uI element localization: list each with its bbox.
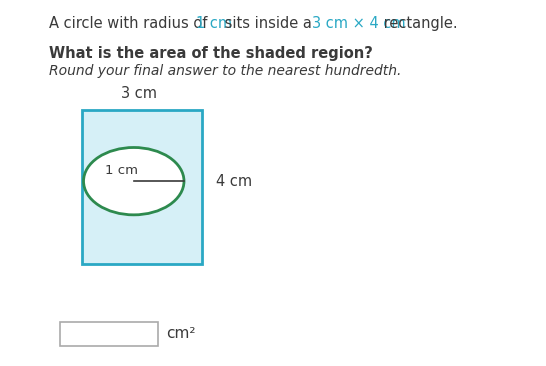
Text: 1 cm: 1 cm: [105, 164, 138, 177]
Text: cm²: cm²: [167, 326, 196, 341]
Text: 3 cm × 4 cm: 3 cm × 4 cm: [312, 16, 406, 31]
Text: 4 cm: 4 cm: [216, 174, 252, 188]
Text: sits inside a: sits inside a: [221, 16, 317, 31]
Text: What is the area of the shaded region?: What is the area of the shaded region?: [49, 46, 373, 60]
Text: rectangle.: rectangle.: [379, 16, 458, 31]
Text: 3 cm: 3 cm: [121, 86, 157, 101]
Text: 1 cm: 1 cm: [196, 16, 232, 31]
FancyBboxPatch shape: [60, 322, 158, 346]
FancyBboxPatch shape: [82, 110, 202, 264]
Text: Round your final answer to the nearest hundredth.: Round your final answer to the nearest h…: [49, 64, 401, 78]
Circle shape: [84, 147, 184, 215]
Text: A circle with radius of: A circle with radius of: [49, 16, 212, 31]
